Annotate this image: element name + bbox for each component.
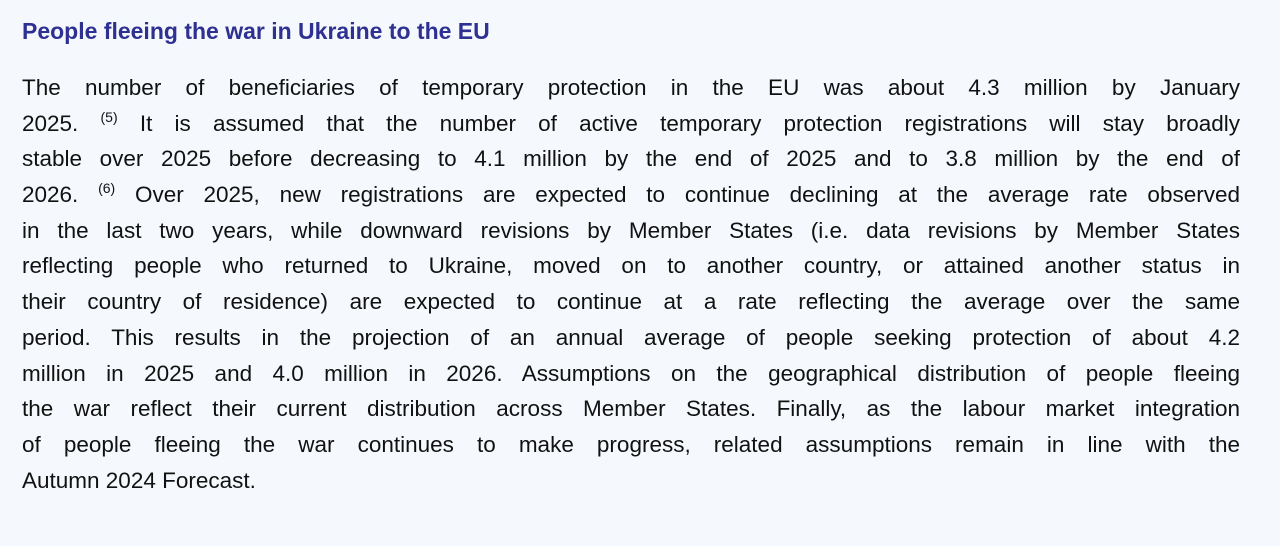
text-line: reflecting people who returned to Ukrain… [22, 253, 1240, 279]
footnote-ref-6[interactable]: (6) [98, 180, 116, 197]
text-line: in the last two years, while downward re… [22, 217, 1240, 243]
text-line: their country of residence) are expected… [22, 289, 1240, 315]
text-line: 2026. (6) Over 2025, new registrations a… [22, 177, 1240, 213]
text-line: of people fleeing the war continues to m… [22, 431, 1240, 457]
text-line: the war reflect their current distributi… [22, 396, 1240, 422]
footnote-ref-5[interactable]: (5) [100, 108, 118, 125]
section-title: People fleeing the war in Ukraine to the… [22, 18, 490, 44]
text-line: stable over 2025 before decreasing to 4.… [22, 146, 1240, 172]
text-fragment: Over 2025, new registrations are expecte… [115, 182, 1240, 208]
text-fragment: 2025. [22, 110, 79, 136]
text-fragment: 2026. [22, 182, 79, 208]
text-line: period. This results in the projection o… [22, 324, 1240, 350]
box-section: People fleeing the war in Ukraine to the… [22, 14, 1240, 498]
body-paragraph: The number of beneficiaries of temporary… [22, 70, 1240, 498]
text-fragment: It is assumed that the number of active … [117, 110, 1240, 136]
text-line: 2025. (5) It is assumed that the number … [22, 106, 1240, 142]
text-line: The number of beneficiaries of temporary… [22, 75, 1240, 100]
text-line: Autumn 2024 Forecast. [22, 467, 256, 493]
text-line: million in 2025 and 4.0 million in 2026.… [22, 360, 1240, 386]
